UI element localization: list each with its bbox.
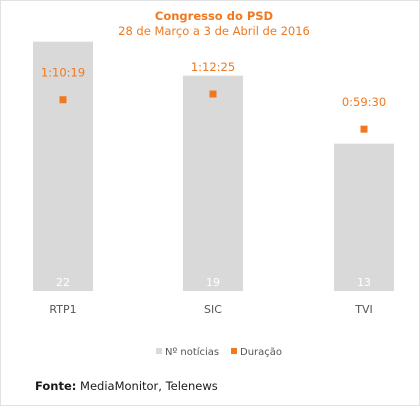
source-text: MediaMonitor, Telenews: [80, 379, 218, 393]
duration-label-tvi: 0:59:30: [342, 95, 386, 109]
bar-value-label-sic: 19: [206, 276, 220, 289]
duration-marker-sic: [209, 90, 217, 98]
duration-labels-layer: 1:10:19 1:12:25 0:59:30: [41, 60, 386, 109]
duration-label-rtp1: 1:10:19: [41, 66, 85, 80]
duration-marker-tvi: [360, 125, 368, 133]
bar-value-label-rtp1: 22: [56, 276, 70, 289]
duration-label-sic: 1:12:25: [191, 60, 235, 74]
bar-sic: [183, 75, 243, 292]
category-label-sic: SIC: [204, 303, 222, 316]
legend-swatch-noticias: [156, 348, 162, 354]
bar-value-label-tvi: 13: [357, 276, 371, 289]
chart-title: Congresso do PSD: [155, 9, 273, 23]
bar-values-layer: 22 19 13: [56, 276, 371, 289]
legend-swatch-duracao: [231, 348, 237, 354]
categories-layer: RTP1 SIC TVI: [49, 303, 372, 316]
bar-tvi: [334, 143, 394, 291]
legend: Nº notícias Duração: [156, 346, 282, 358]
source-note: Fonte: MediaMonitor, Telenews: [35, 379, 218, 393]
bar-rtp1: [33, 41, 93, 291]
legend-label-noticias: Nº notícias: [165, 346, 219, 358]
category-label-tvi: TVI: [354, 303, 373, 316]
bars-layer: [33, 41, 394, 292]
chart-subtitle: 28 de Março a 3 de Abril de 2016: [118, 24, 310, 38]
source-label: Fonte:: [35, 379, 77, 393]
duration-marker-rtp1: [59, 96, 67, 104]
legend-label-duracao: Duração: [240, 347, 282, 358]
markers-layer: [59, 90, 368, 133]
category-label-rtp1: RTP1: [49, 303, 76, 316]
